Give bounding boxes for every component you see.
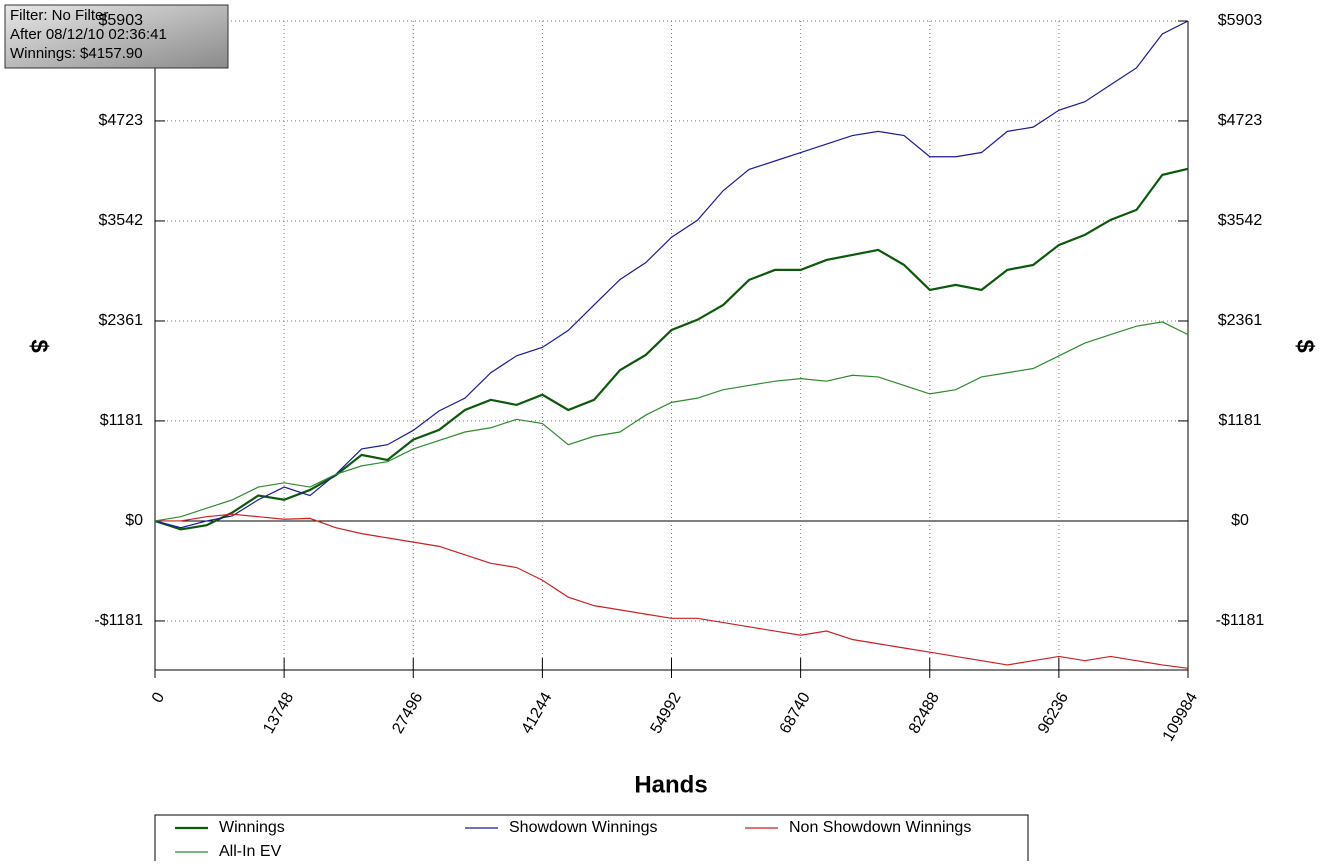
x-tick-label: 27496 bbox=[389, 690, 426, 737]
y-tick-label: -$1181 bbox=[94, 612, 143, 629]
y-tick-label: $5903 bbox=[99, 12, 144, 29]
legend-label: All-In EV bbox=[219, 843, 282, 860]
x-tick-label: 41244 bbox=[519, 690, 556, 737]
x-tick-label: 68740 bbox=[777, 690, 814, 737]
y2-tick-label: $4723 bbox=[1218, 112, 1263, 129]
legend-label: Non Showdown Winnings bbox=[789, 819, 971, 836]
x-tick-label: 82488 bbox=[906, 690, 943, 737]
y2-axis-label: $ bbox=[1292, 339, 1319, 353]
info-box bbox=[4, 4, 229, 69]
y2-tick-label: $0 bbox=[1231, 512, 1249, 529]
y2-tick-label: -$1181 bbox=[1216, 612, 1265, 629]
legend-label: Showdown Winnings bbox=[509, 819, 658, 836]
series-line bbox=[155, 513, 1189, 669]
info-line: After 08/12/10 02:36:41 bbox=[10, 26, 167, 43]
y-tick-label: $3542 bbox=[99, 212, 144, 229]
y-axis-label: $ bbox=[26, 339, 53, 353]
series-line bbox=[154, 20, 1189, 529]
x-tick-label: 13748 bbox=[260, 690, 297, 737]
info-line: Winnings: $4157.90 bbox=[10, 45, 143, 62]
x-axis-label: Hands bbox=[634, 771, 707, 798]
y2-tick-label: $2361 bbox=[1218, 312, 1263, 329]
x-tick-label: 54992 bbox=[648, 690, 685, 737]
x-tick-label: 96236 bbox=[1035, 690, 1072, 737]
info-line: Filter: No Filter bbox=[10, 7, 108, 24]
info-text: Filter: No Filter After 08/12/10 02:36:41… bbox=[10, 7, 167, 62]
legend: Winnings Showdown Winnings Non Showdown Wi… bbox=[175, 819, 971, 860]
legend-box bbox=[154, 814, 1029, 866]
series-line bbox=[154, 321, 1189, 522]
series-line bbox=[154, 167, 1189, 531]
x-tick-label: 0 bbox=[149, 690, 168, 706]
y-tick-label: $4723 bbox=[99, 112, 144, 129]
legend-label: Winnings bbox=[219, 819, 285, 836]
x-tick-label: 109984 bbox=[1160, 690, 1201, 745]
y-tick-label: $2361 bbox=[99, 312, 144, 329]
plot-area bbox=[154, 20, 1189, 678]
y-tick-label: $1181 bbox=[100, 412, 143, 429]
y-tick-label: $0 bbox=[125, 512, 143, 529]
y2-tick-label: $5903 bbox=[1218, 12, 1263, 29]
y2-tick-label: $3542 bbox=[1218, 212, 1263, 229]
y2-tick-label: $1181 bbox=[1218, 412, 1261, 429]
